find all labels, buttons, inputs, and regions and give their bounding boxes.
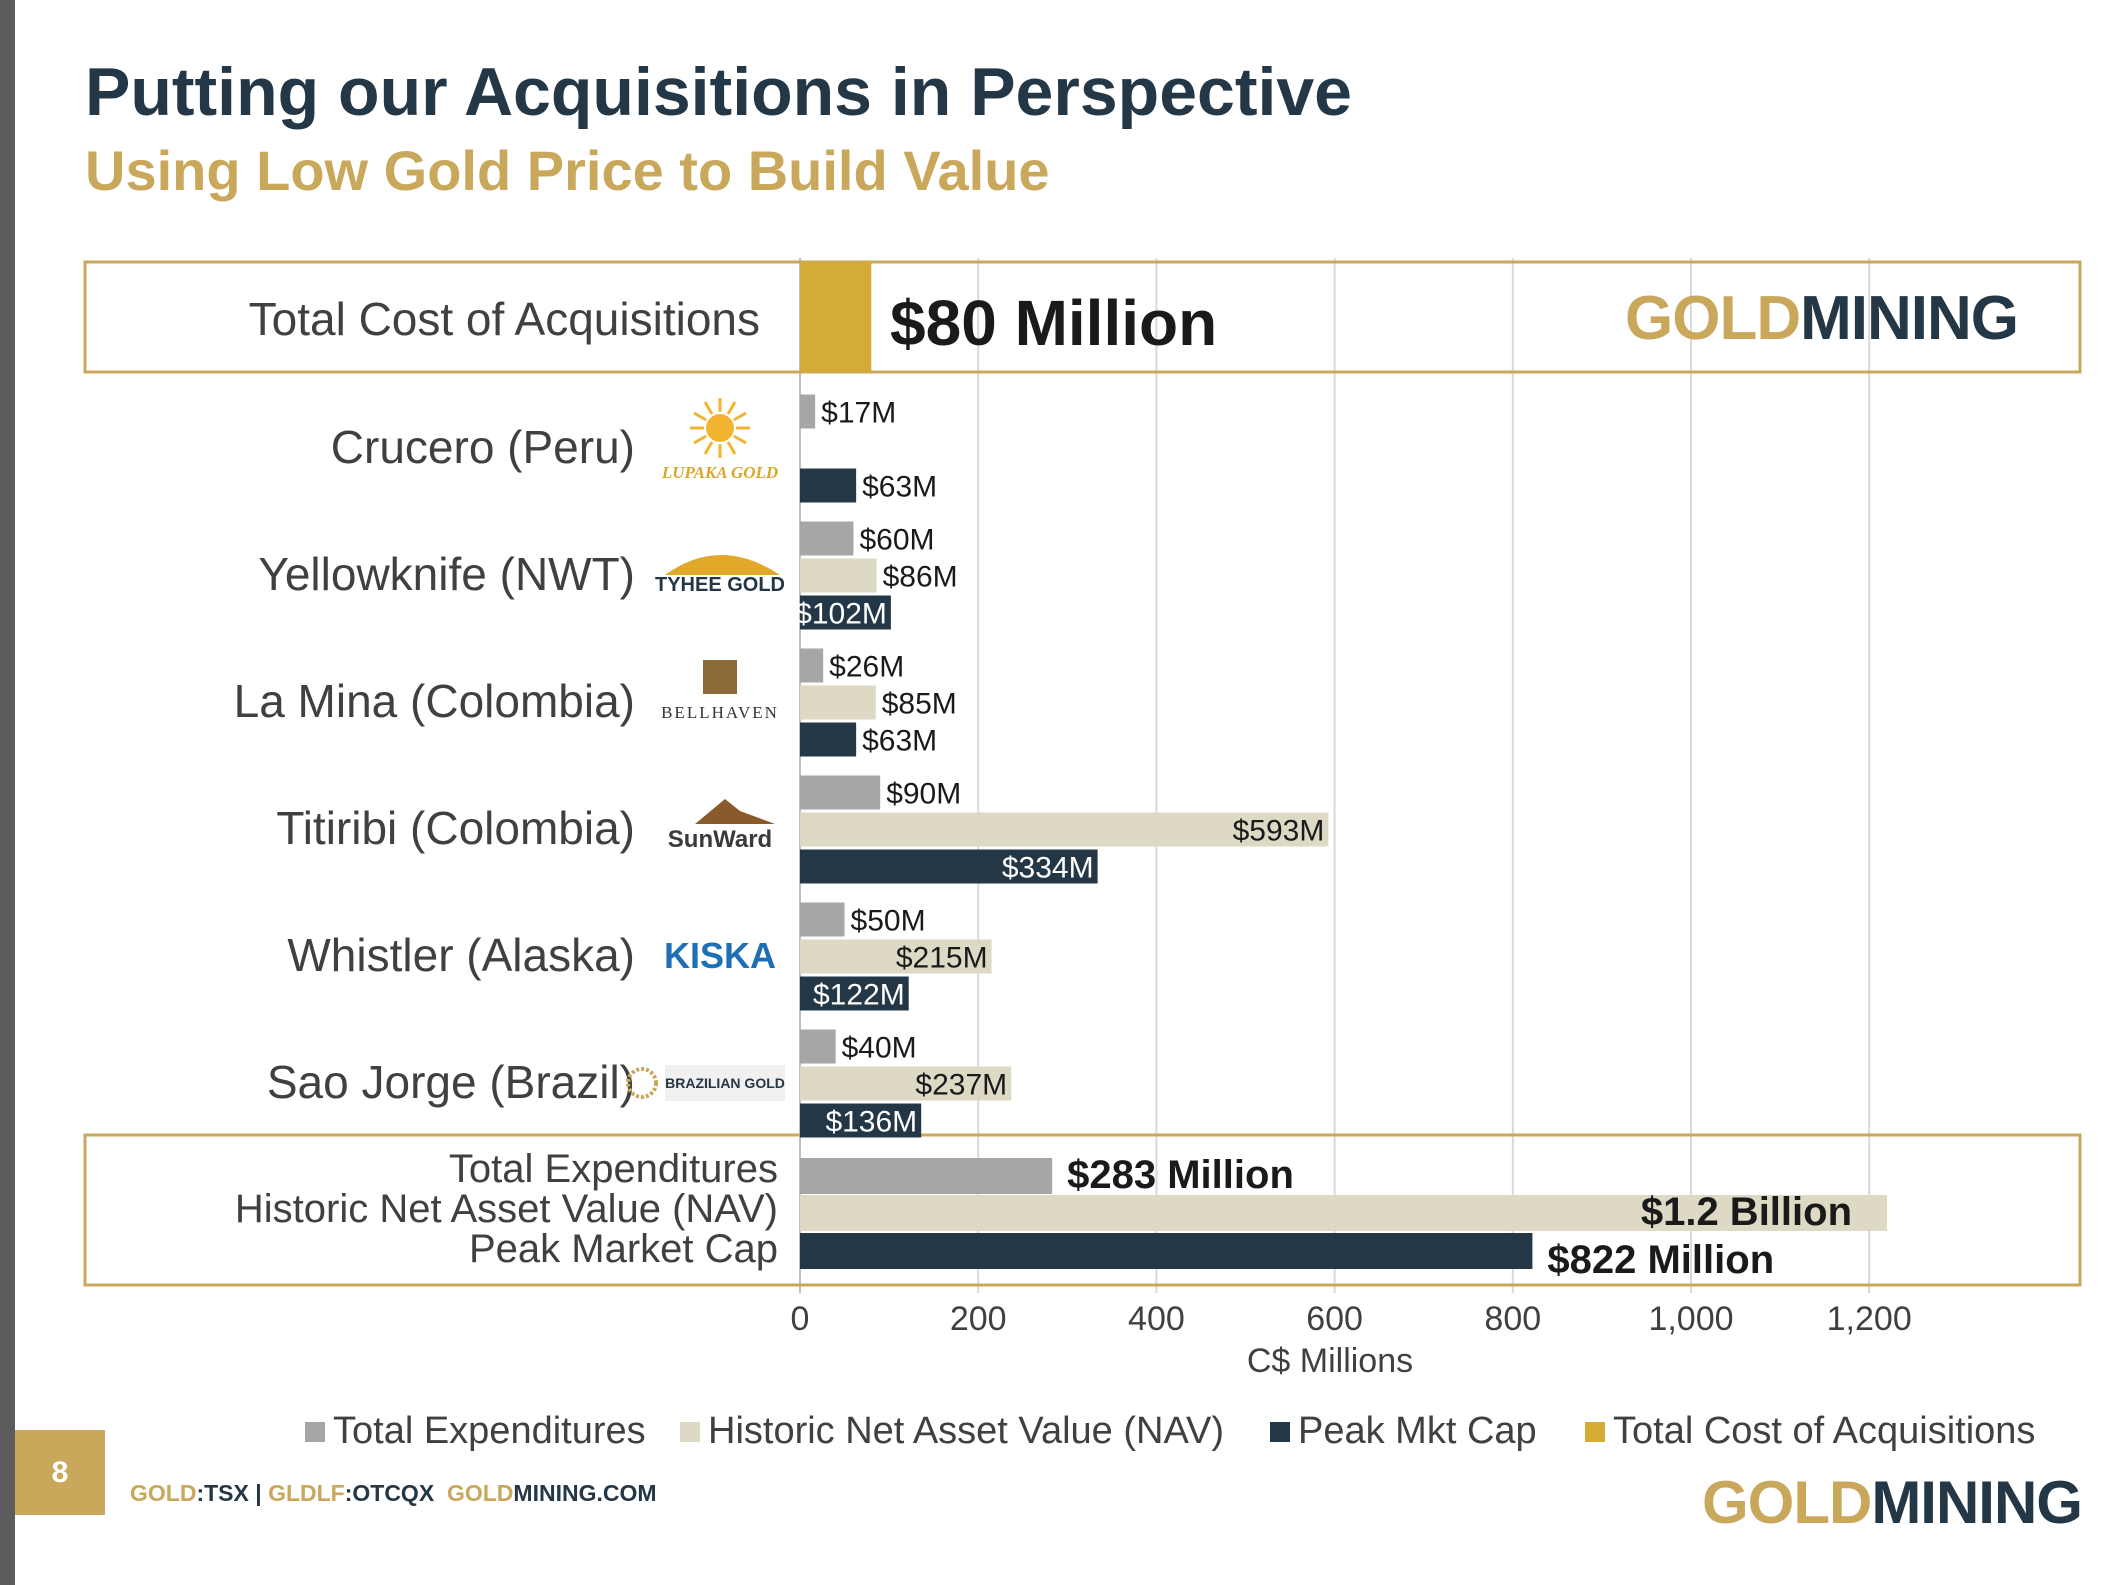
data-label-1-1: $86M [883,561,958,594]
footer-tickers: GOLD:TSX | GLDLF:OTCQX GOLDMINING.COM [130,1480,657,1506]
logo-sun-0 [706,414,734,442]
totals-label-2: Peak Market Cap [469,1227,778,1271]
data-label-2-1: $85M [882,688,957,721]
data-label-4-1: $215M [896,942,988,975]
page-number: 8 [15,1430,105,1515]
goldmining-logo-bottom: GOLDMINING [1702,1469,2083,1536]
logo-sun-ray-0-7 [693,411,707,422]
totals-label-1: Historic Net Asset Value (NAV) [235,1187,778,1231]
data-label-0-1: $63M [862,471,937,504]
bar-1-1 [800,558,877,593]
data-label-1-2: $102M [795,598,887,631]
x-tick-label-1000: 1,000 [1648,1300,1733,1338]
bar-1-2 [800,595,891,630]
page-subtitle: Using Low Gold Price to Build Value [85,139,1050,202]
x-axis-title: C$ Millions [1247,1342,1413,1380]
totals-bar-0 [800,1158,1053,1194]
bar-2-0 [800,648,824,683]
legend-swatch-1 [680,1422,700,1442]
data-label-3-1: $593M [1233,815,1325,848]
category-label-5: Sao Jorge (Brazil) [267,1056,635,1108]
x-tick-label-800: 800 [1484,1300,1541,1338]
bar-0-1 [800,468,857,503]
data-label-5-1: $237M [915,1069,1007,1102]
logo-sun-ray-0-5 [693,434,707,445]
x-tick-label-0: 0 [791,1300,810,1338]
top-row-category: Total Cost of Acquisitions [249,293,760,345]
data-label-5-0: $40M [842,1032,917,1065]
category-label-1: Yellowknife (NWT) [258,548,635,600]
data-label-3-2: $334M [1002,852,1094,885]
left-edge-bar [0,0,15,1585]
bar-2-1 [800,685,876,720]
bar-0-0 [800,394,816,429]
data-label-4-0: $50M [851,905,926,938]
logo-text-4: KISKA [664,935,776,976]
logo-text-2: BELLHAVEN [661,703,779,722]
legend-label-1: Historic Net Asset Value (NAV) [708,1410,1224,1452]
x-tick-label-600: 600 [1306,1300,1363,1338]
totals-bar-1 [800,1195,1888,1231]
x-tick-label-200: 200 [950,1300,1007,1338]
bar-1-0 [800,521,854,556]
category-label-2: La Mina (Colombia) [234,675,635,727]
data-label-0-0: $17M [821,397,896,430]
category-label-0: Crucero (Peru) [331,421,635,473]
logo-sun-ray-0-11 [733,411,747,422]
top-row-box [83,260,2082,374]
logo-sun-ray-0-2 [726,441,737,455]
x-tick-label-400: 400 [1128,1300,1185,1338]
bar-2-2 [800,722,857,757]
legend-swatch-3 [1585,1422,1605,1442]
legend-swatch-2 [1270,1422,1290,1442]
data-label-total-cost: $80 Million [890,287,1217,359]
logo-text-5: BRAZILIAN GOLD [665,1075,785,1091]
category-label-4: Whistler (Alaska) [287,929,635,981]
bar-4-0 [800,902,845,937]
data-label-3-0: $90M [886,778,961,811]
bar-5-0 [800,1029,836,1064]
logo-sun-ray-0-10 [726,401,737,415]
bar-3-0 [800,775,881,810]
totals-data-label-1: $1.2 Billion [1641,1190,1852,1234]
logo-mountain-3 [695,799,775,824]
legend-swatch-0 [305,1422,325,1442]
totals-bar-2 [800,1233,1533,1269]
bar-5-1 [800,1066,1012,1101]
logo-bg-5 [665,1065,785,1101]
bar-3-1 [800,812,1329,847]
data-label-2-2: $63M [862,725,937,758]
goldmining-logo-top: GOLDMINING [1625,284,2019,353]
bar-4-1 [800,939,992,974]
logo-ring-5 [626,1067,658,1099]
legend-label-2: Peak Mkt Cap [1298,1410,1537,1452]
totals-label-0: Total Expenditures [449,1147,778,1191]
bar-total-cost-of-acquisitions [800,262,872,372]
logo-text-3: SunWard [668,826,772,853]
totals-data-label-2: $822 Million [1547,1238,1774,1282]
logo-text-0: LUPAKA GOLD [661,463,778,482]
bar-3-2 [800,849,1098,884]
bar-4-2 [800,976,909,1011]
legend-label-3: Total Cost of Acquisitions [1613,1410,2035,1452]
page-title: Putting our Acquisitions in Perspective [85,54,1352,130]
logo-sun-ray-0-4 [703,441,714,455]
totals-data-label-0: $283 Million [1067,1153,1294,1197]
bar-5-2 [800,1103,922,1138]
logo-arc-1 [665,555,780,575]
logo-square-2 [703,660,737,694]
logo-text-1: TYHEE GOLD [655,574,785,596]
logo-sun-ray-0-1 [733,434,747,445]
legend-label-0: Total Expenditures [333,1410,646,1452]
x-tick-label-1200: 1,200 [1827,1300,1912,1338]
data-label-5-2: $136M [825,1106,917,1139]
data-label-1-0: $60M [859,524,934,557]
category-label-3: Titiribi (Colombia) [276,802,635,854]
data-label-4-2: $122M [813,979,905,1012]
totals-box [83,1133,2082,1287]
logo-sun-ray-0-8 [703,401,714,415]
data-label-2-0: $26M [829,651,904,684]
